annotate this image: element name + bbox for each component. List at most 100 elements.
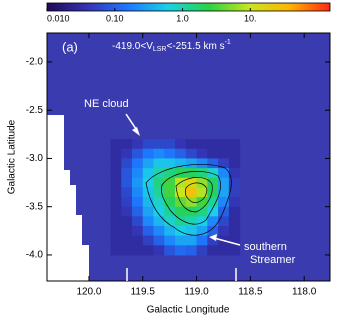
heatmap-cell (142, 158, 155, 169)
heatmap-cell (132, 216, 144, 227)
heatmap-cell (185, 139, 198, 150)
heatmap-cell (142, 206, 155, 217)
heatmap-cell (132, 206, 144, 217)
y-axis-label: Galactic Latitude (7, 119, 18, 194)
heatmap-cell (153, 235, 165, 246)
heatmap-cell (185, 216, 198, 227)
heatmap-cell (218, 225, 230, 237)
colorbar-tick-label: 0.010 (47, 13, 70, 23)
heatmap-cell (185, 148, 198, 159)
heatmap-cell (142, 216, 155, 227)
heatmap-cell (228, 235, 241, 246)
heatmap-cell (164, 139, 176, 150)
heatmap-cell (218, 148, 230, 159)
heatmap-cell (207, 225, 219, 237)
contours (145, 163, 232, 236)
heatmap-cell (164, 206, 176, 217)
heatmap-cell (218, 206, 230, 217)
heatmap-cell (110, 235, 122, 246)
heatmap-cell (196, 139, 208, 150)
heatmap-cell (164, 168, 176, 179)
heatmap-cell (207, 168, 219, 179)
no-data-mask (47, 115, 89, 281)
heatmap-cell (196, 148, 208, 159)
heatmap-cell (121, 245, 133, 256)
heatmap-cell (121, 235, 133, 246)
heatmap-cell (121, 168, 133, 179)
heatmap-cell (132, 235, 144, 246)
velocity-sub: LSR (153, 46, 167, 53)
heatmap-cell (153, 177, 165, 188)
velocity-prefix: -419.0<V (112, 41, 153, 52)
heatmap-cell (110, 177, 122, 188)
heatmap-cell (175, 216, 187, 227)
heatmap-cell (110, 139, 122, 150)
heatmap-cell (175, 225, 187, 237)
heatmap-cell (132, 139, 144, 150)
heatmap-cell (218, 158, 230, 169)
heatmap-cell (164, 148, 176, 159)
y-tick-label: -3.0 (26, 153, 44, 164)
heatmap-cell (164, 235, 176, 246)
heatmap-cell (142, 225, 155, 237)
heatmap-cell (121, 225, 133, 237)
colorbar-tick-label: 0.10 (106, 13, 124, 23)
x-axis-label: Galactic Longitude (147, 305, 230, 316)
annotation-arrow (213, 237, 241, 246)
velocity-sup: -1 (225, 39, 231, 46)
heatmap-cell (207, 187, 219, 198)
heatmap-cell (110, 245, 122, 256)
heatmap-cell (218, 139, 230, 150)
heatmap-cell (142, 235, 155, 246)
heatmap-cell (228, 216, 241, 227)
y-tick-label: -3.5 (26, 201, 44, 212)
heatmap-cell (142, 177, 155, 188)
heatmap-cell (121, 148, 133, 159)
heatmap-cell (185, 197, 198, 208)
annotation: NE cloud (84, 98, 129, 110)
heatmap-cell (228, 187, 241, 198)
heatmap-cell (121, 197, 133, 208)
plot-frame (46, 32, 331, 282)
heatmap-cell (142, 148, 155, 159)
x-tick-label: 118.0 (292, 287, 317, 298)
heatmap-cell (185, 225, 198, 237)
heatmap-cell (110, 197, 122, 208)
heatmap-cell (153, 206, 165, 217)
heatmap-cell (142, 197, 155, 208)
heatmap-cell (218, 177, 230, 188)
annotation: southern (244, 241, 287, 253)
heatmap-cell (196, 197, 208, 208)
heatmap-cell (218, 187, 230, 198)
heatmap-cell (164, 225, 176, 237)
heatmap-cell (142, 139, 155, 150)
heatmap-cell (121, 206, 133, 217)
heatmap-cell (207, 216, 219, 227)
heatmap-cell (175, 187, 187, 198)
heatmap-cell (207, 177, 219, 188)
heatmap-cell (142, 245, 155, 256)
heatmap-cell (218, 216, 230, 227)
y-tick-label: -2.5 (26, 105, 44, 116)
heatmap-cell (175, 245, 187, 256)
annotation: Streamer (250, 254, 296, 266)
heatmap-cell (207, 245, 219, 256)
heatmap-cell (132, 197, 144, 208)
heatmap-cell (132, 158, 144, 169)
heatmap-cell (132, 148, 144, 159)
heatmap-cell (164, 158, 176, 169)
heatmap-cell (196, 245, 208, 256)
heatmap-cell (110, 187, 122, 198)
heatmap-cell (196, 225, 208, 237)
y-tick-label: -4.0 (26, 250, 44, 261)
heatmap-cell (164, 245, 176, 256)
heatmap-cell (153, 245, 165, 256)
heatmap-cell (132, 245, 144, 256)
x-tick-label: 119.5 (131, 287, 156, 298)
heatmap-cell (218, 168, 230, 179)
heatmap-cell (132, 187, 144, 198)
heatmap-cell (164, 177, 176, 188)
heatmap-cell (228, 177, 241, 188)
heatmap-cell (185, 158, 198, 169)
